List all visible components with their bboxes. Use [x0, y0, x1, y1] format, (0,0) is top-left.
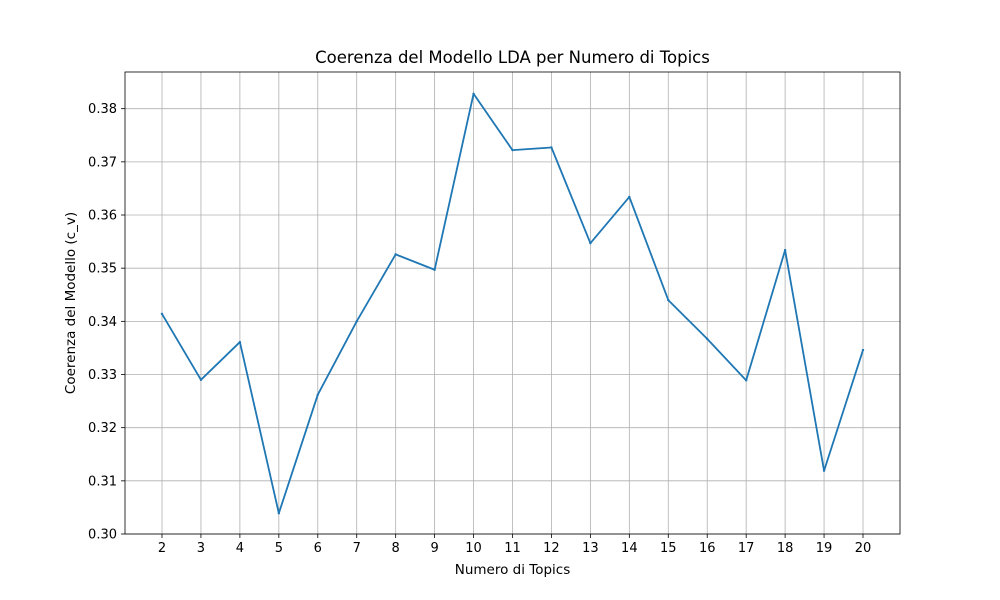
data-point: [200, 379, 202, 381]
x-tick-label: 6: [314, 541, 322, 556]
y-tick-label: 0.30: [88, 528, 117, 543]
x-tick-label: 7: [353, 541, 361, 556]
data-point: [823, 470, 825, 472]
data-point: [511, 149, 513, 151]
data-point: [356, 320, 358, 322]
x-tick-label: 5: [275, 541, 283, 556]
y-tick-label: 0.33: [88, 368, 117, 383]
data-point: [550, 146, 552, 148]
x-axis-title: Numero di Topics: [455, 562, 571, 578]
data-point: [239, 341, 241, 343]
x-tick-label: 14: [621, 541, 638, 556]
data-point: [317, 394, 319, 396]
data-point: [394, 253, 396, 255]
data-point: [862, 349, 864, 351]
x-tick-label: 15: [660, 541, 677, 556]
data-point: [278, 512, 280, 514]
y-tick-label: 0.36: [88, 209, 117, 224]
x-tick-label: 18: [777, 541, 794, 556]
y-tick-label: 0.38: [88, 102, 117, 117]
x-tick-label: 13: [582, 541, 599, 556]
chart-title: Coerenza del Modello LDA per Numero di T…: [315, 48, 710, 67]
data-point: [433, 269, 435, 271]
data-point: [161, 313, 163, 315]
x-tick-label: 8: [392, 541, 400, 556]
y-tick-label: 0.31: [88, 474, 117, 489]
x-tick-label: 10: [465, 541, 482, 556]
x-tick-label: 11: [504, 541, 521, 556]
data-point: [745, 379, 747, 381]
data-point: [706, 338, 708, 340]
x-tick-label: 4: [236, 541, 244, 556]
y-tick-label: 0.32: [88, 421, 117, 436]
x-tick-label: 20: [855, 541, 872, 556]
data-point: [589, 242, 591, 244]
x-tick-label: 9: [430, 541, 438, 556]
y-axis-title: Coerenza del Modello (c_v): [63, 212, 79, 394]
x-tick-label: 12: [543, 541, 560, 556]
y-tick-label: 0.35: [88, 262, 117, 277]
data-point: [628, 196, 630, 198]
data-point: [472, 93, 474, 95]
x-tick-label: 16: [699, 541, 716, 556]
x-tick-label: 3: [197, 541, 205, 556]
x-tick-label: 19: [816, 541, 833, 556]
data-point: [784, 249, 786, 251]
y-tick-label: 0.34: [88, 315, 117, 330]
y-tick-label: 0.37: [88, 155, 117, 170]
data-point: [667, 299, 669, 301]
x-tick-label: 17: [738, 541, 755, 556]
x-tick-label: 2: [158, 541, 166, 556]
